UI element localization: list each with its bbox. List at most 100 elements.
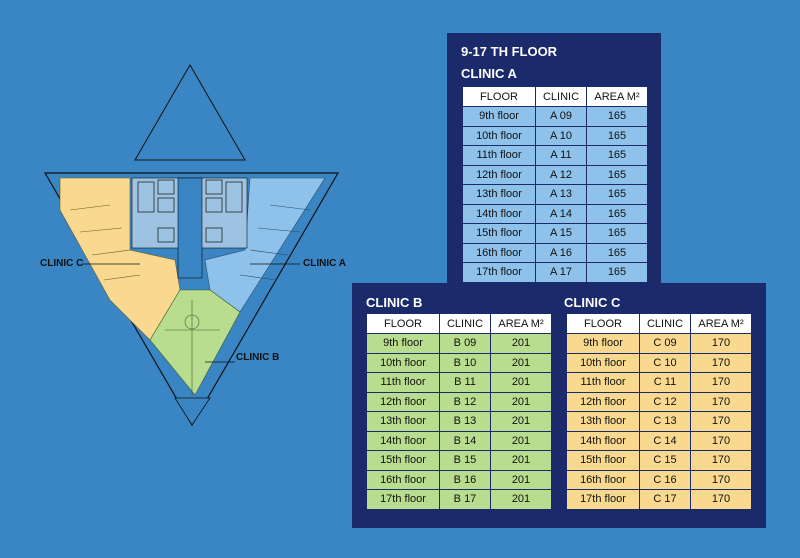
cell-clinic: A 14	[535, 203, 587, 224]
table-row: 9th floor A 09 165	[462, 106, 648, 127]
clinic-a-rooms	[239, 204, 311, 281]
cell-area: 165	[586, 164, 648, 185]
cell-clinic: A 15	[535, 223, 587, 244]
plan-label-clinic-b: CLINIC B	[236, 352, 280, 363]
table-row: 17th floor C 17 170	[566, 489, 752, 510]
cell-clinic: C 09	[639, 333, 691, 354]
cell-floor: 12th floor	[366, 391, 440, 412]
cell-clinic: A 11	[535, 145, 587, 166]
cell-floor: 13th floor	[366, 411, 440, 432]
upper-triangle-outline	[134, 64, 246, 161]
table-row: 12th floor A 12 165	[462, 164, 648, 185]
cell-floor: 14th floor	[366, 430, 440, 451]
cell-area: 165	[586, 125, 648, 146]
cell-floor: 15th floor	[366, 450, 440, 471]
cell-floor: 9th floor	[566, 333, 640, 354]
cell-area: 170	[690, 411, 752, 432]
plan-label-clinic-c: CLINIC C	[40, 258, 84, 269]
cell-clinic: C 12	[639, 391, 691, 412]
cell-floor: 9th floor	[462, 106, 536, 127]
cell-clinic: A 12	[535, 164, 587, 185]
table-row: 11th floor C 11 170	[566, 372, 752, 393]
cell-clinic: C 15	[639, 450, 691, 471]
clinic-b-rooms	[165, 300, 220, 395]
cell-area: 201	[490, 411, 552, 432]
table-row: 12th floor B 12 201	[366, 391, 552, 412]
cell-clinic: B 14	[439, 430, 491, 451]
cell-clinic: C 10	[639, 352, 691, 373]
table-row: 10th floor A 10 165	[462, 125, 648, 146]
cell-floor: 10th floor	[462, 125, 536, 146]
cell-area: 201	[490, 489, 552, 510]
cell-area: 170	[690, 333, 752, 354]
col-clinic: CLINIC	[535, 86, 587, 107]
table-row: 14th floor A 14 165	[462, 203, 648, 224]
col-area: AREA M²	[690, 313, 752, 334]
clinic-b-table: FLOOR CLINIC AREA M² 9th floor B 09 201 10t…	[366, 313, 552, 510]
cell-floor: 17th floor	[462, 262, 536, 283]
cell-floor: 11th floor	[366, 372, 440, 393]
floor-heading: 9-17 TH FLOOR	[461, 44, 558, 59]
cell-clinic: A 10	[535, 125, 587, 146]
cell-clinic: A 17	[535, 262, 587, 283]
cell-area: 165	[586, 106, 648, 127]
cell-clinic: B 16	[439, 469, 491, 490]
col-area: AREA M²	[490, 313, 552, 334]
table-row: 12th floor C 12 170	[566, 391, 752, 412]
clinic-a-table: FLOOR CLINIC AREA M² 9th floor A 09 165 10t…	[462, 86, 648, 283]
cell-area: 165	[586, 145, 648, 166]
clinic-a-title: CLINIC A	[461, 66, 517, 81]
table-row: 11th floor A 11 165	[462, 145, 648, 166]
cell-floor: 10th floor	[366, 352, 440, 373]
cell-clinic: B 10	[439, 352, 491, 373]
col-floor: FLOOR	[366, 313, 440, 334]
cell-clinic: C 17	[639, 489, 691, 510]
table-row: 9th floor C 09 170	[566, 333, 752, 354]
cell-area: 201	[490, 430, 552, 451]
cell-clinic: B 11	[439, 372, 491, 393]
cell-area: 170	[690, 430, 752, 451]
cell-floor: 16th floor	[462, 242, 536, 263]
table-row: 15th floor A 15 165	[462, 223, 648, 244]
cell-floor: 14th floor	[462, 203, 536, 224]
cell-area: 201	[490, 391, 552, 412]
col-clinic: CLINIC	[439, 313, 491, 334]
cell-floor: 15th floor	[566, 450, 640, 471]
table-row: 16th floor C 16 170	[566, 469, 752, 490]
col-clinic: CLINIC	[639, 313, 691, 334]
cell-floor: 16th floor	[366, 469, 440, 490]
table-row: 9th floor B 09 201	[366, 333, 552, 354]
table-row: 16th floor A 16 165	[462, 242, 648, 263]
table-row: 17th floor A 17 165	[462, 262, 648, 283]
cell-clinic: C 16	[639, 469, 691, 490]
cell-floor: 12th floor	[462, 164, 536, 185]
cell-area: 165	[586, 184, 648, 205]
cell-area: 170	[690, 450, 752, 471]
plan-label-clinic-a: CLINIC A	[303, 258, 346, 269]
lower-tip	[174, 397, 211, 426]
col-floor: FLOOR	[566, 313, 640, 334]
cell-area: 170	[690, 469, 752, 490]
cell-area: 170	[690, 352, 752, 373]
clinic-bc-panel: CLINIC B FLOOR CLINIC AREA M² 9th floor B…	[352, 283, 766, 528]
cell-area: 201	[490, 333, 552, 354]
cell-clinic: B 09	[439, 333, 491, 354]
table-row: 13th floor C 13 170	[566, 411, 752, 432]
cell-clinic: B 17	[439, 489, 491, 510]
cell-floor: 14th floor	[566, 430, 640, 451]
table-row: 14th floor B 14 201	[366, 430, 552, 451]
table-row: 13th floor A 13 165	[462, 184, 648, 205]
table-row: 15th floor B 15 201	[366, 450, 552, 471]
cell-floor: 13th floor	[566, 411, 640, 432]
cell-clinic: C 11	[639, 372, 691, 393]
cell-area: 165	[586, 242, 648, 263]
table-row: 14th floor C 14 170	[566, 430, 752, 451]
cell-area: 201	[490, 450, 552, 471]
col-area: AREA M²	[586, 86, 648, 107]
clinic-a-panel: 9-17 TH FLOOR CLINIC A FLOOR CLINIC AREA…	[447, 33, 661, 286]
cell-floor: 16th floor	[566, 469, 640, 490]
col-floor: FLOOR	[462, 86, 536, 107]
cell-clinic: B 12	[439, 391, 491, 412]
table-row: 17th floor B 17 201	[366, 489, 552, 510]
